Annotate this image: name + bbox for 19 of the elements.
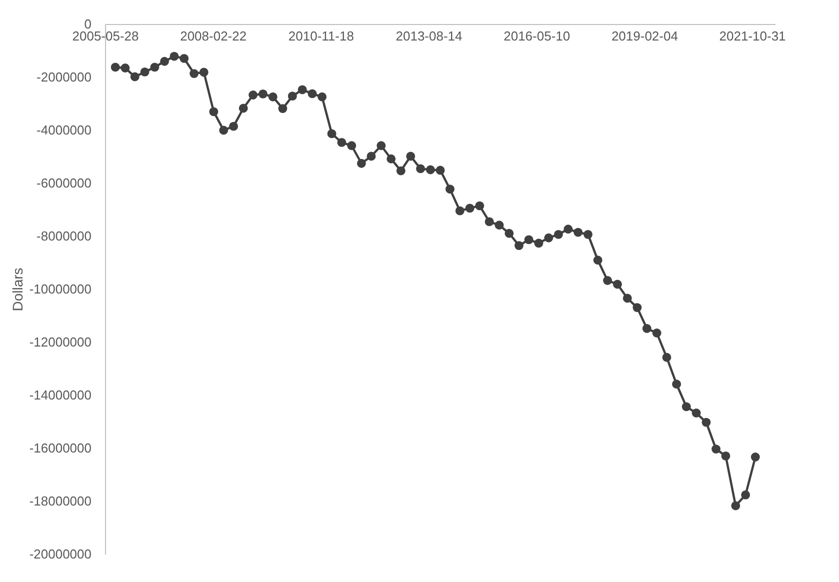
y-tick-label: -14000000 xyxy=(29,388,92,402)
x-tick-label: 2021-10-31 xyxy=(719,28,786,44)
y-tick-label: -6000000 xyxy=(36,176,92,190)
y-tick-label: -12000000 xyxy=(29,334,92,350)
y-tick-label: -8000000 xyxy=(36,228,92,244)
y-tick-label: -18000000 xyxy=(29,494,92,508)
y-tick-label: -2000000 xyxy=(36,70,92,84)
y-tick-label: -4000000 xyxy=(36,122,92,138)
x-tick-label: 2013-08-14 xyxy=(396,28,462,44)
y-tick-label: -20000000 xyxy=(29,546,92,562)
x-tick-label: 2005-05-28 xyxy=(72,28,139,44)
x-tick-label: 2016-05-10 xyxy=(504,28,570,44)
y-tick-label: -16000000 xyxy=(29,440,92,456)
x-tick-label: 2010-11-18 xyxy=(288,28,354,44)
y-tick-label: 0 xyxy=(84,16,92,32)
x-tick-label: 2008-02-22 xyxy=(180,28,247,44)
y-tick-label: -10000000 xyxy=(29,282,92,296)
x-tick-label: 2019-02-04 xyxy=(611,28,678,44)
y-axis-title: Dollars xyxy=(9,268,26,312)
